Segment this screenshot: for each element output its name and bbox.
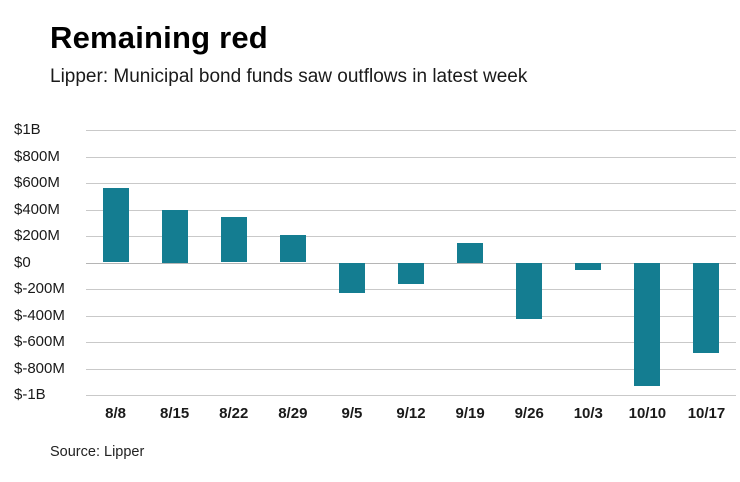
x-tick-label: 10/17 bbox=[687, 405, 726, 422]
y-tick-label: $-1B bbox=[14, 386, 46, 404]
x-tick-label: 9/12 bbox=[396, 405, 426, 422]
x-tick-label: 8/29 bbox=[278, 405, 308, 422]
y-tick-label: $-200M bbox=[14, 280, 65, 298]
x-tick-label: 9/19 bbox=[455, 405, 485, 422]
y-tick-label: $1B bbox=[14, 121, 41, 139]
x-tick-label: 8/15 bbox=[160, 405, 190, 422]
gridline bbox=[86, 209, 736, 211]
bar-10/3 bbox=[575, 262, 602, 271]
x-tick-label: 9/26 bbox=[514, 405, 544, 422]
y-tick-label: $0 bbox=[14, 253, 31, 271]
bar-9/5 bbox=[338, 262, 365, 293]
gridline bbox=[86, 130, 736, 131]
y-tick-label: $-400M bbox=[14, 306, 65, 324]
chart-subtitle: Lipper: Municipal bond funds saw outflow… bbox=[50, 66, 528, 87]
bar-8/8 bbox=[102, 188, 129, 263]
gridline bbox=[86, 236, 736, 237]
x-tick-label: 8/22 bbox=[219, 405, 249, 422]
x-axis-labels: 8/8 8/15 8/22 8/29 9/5 9/12 9/19 9/26 10/3 10/10 1… bbox=[86, 405, 736, 427]
bar-9/19 bbox=[457, 242, 484, 263]
gridline bbox=[86, 315, 736, 317]
x-tick-label: 9/5 bbox=[341, 405, 363, 422]
bar-8/29 bbox=[279, 234, 306, 263]
gridline bbox=[86, 289, 736, 290]
x-tick-label: 10/3 bbox=[573, 405, 603, 422]
y-tick-label: $400M bbox=[14, 200, 60, 218]
bar-8/22 bbox=[220, 217, 247, 263]
gridline bbox=[86, 183, 736, 184]
chart-title: Remaining red bbox=[50, 20, 268, 55]
gridline bbox=[86, 342, 736, 343]
x-tick-label: 10/10 bbox=[628, 405, 667, 422]
y-tick-label: $800M bbox=[14, 147, 60, 165]
y-tick-label: $600M bbox=[14, 174, 60, 192]
bar-10/17 bbox=[693, 262, 720, 353]
gridline bbox=[86, 395, 736, 396]
x-tick-label: 8/8 bbox=[105, 405, 126, 422]
plot-area bbox=[86, 130, 736, 396]
bar-8/15 bbox=[161, 209, 188, 263]
y-tick-label: $200M bbox=[14, 227, 60, 245]
gridline bbox=[86, 156, 736, 158]
bar-10/10 bbox=[634, 262, 661, 386]
chart-area: $1B $800M $600M $400M $200M $0 $-200M $-400M $-6… bbox=[0, 121, 740, 403]
source-note: Source: Lipper bbox=[50, 444, 145, 460]
gridline bbox=[86, 368, 736, 370]
bar-9/12 bbox=[398, 262, 424, 284]
bar-9/26 bbox=[516, 262, 543, 320]
y-tick-label: $-800M bbox=[14, 359, 65, 377]
y-tick-label: $-600M bbox=[14, 333, 65, 351]
